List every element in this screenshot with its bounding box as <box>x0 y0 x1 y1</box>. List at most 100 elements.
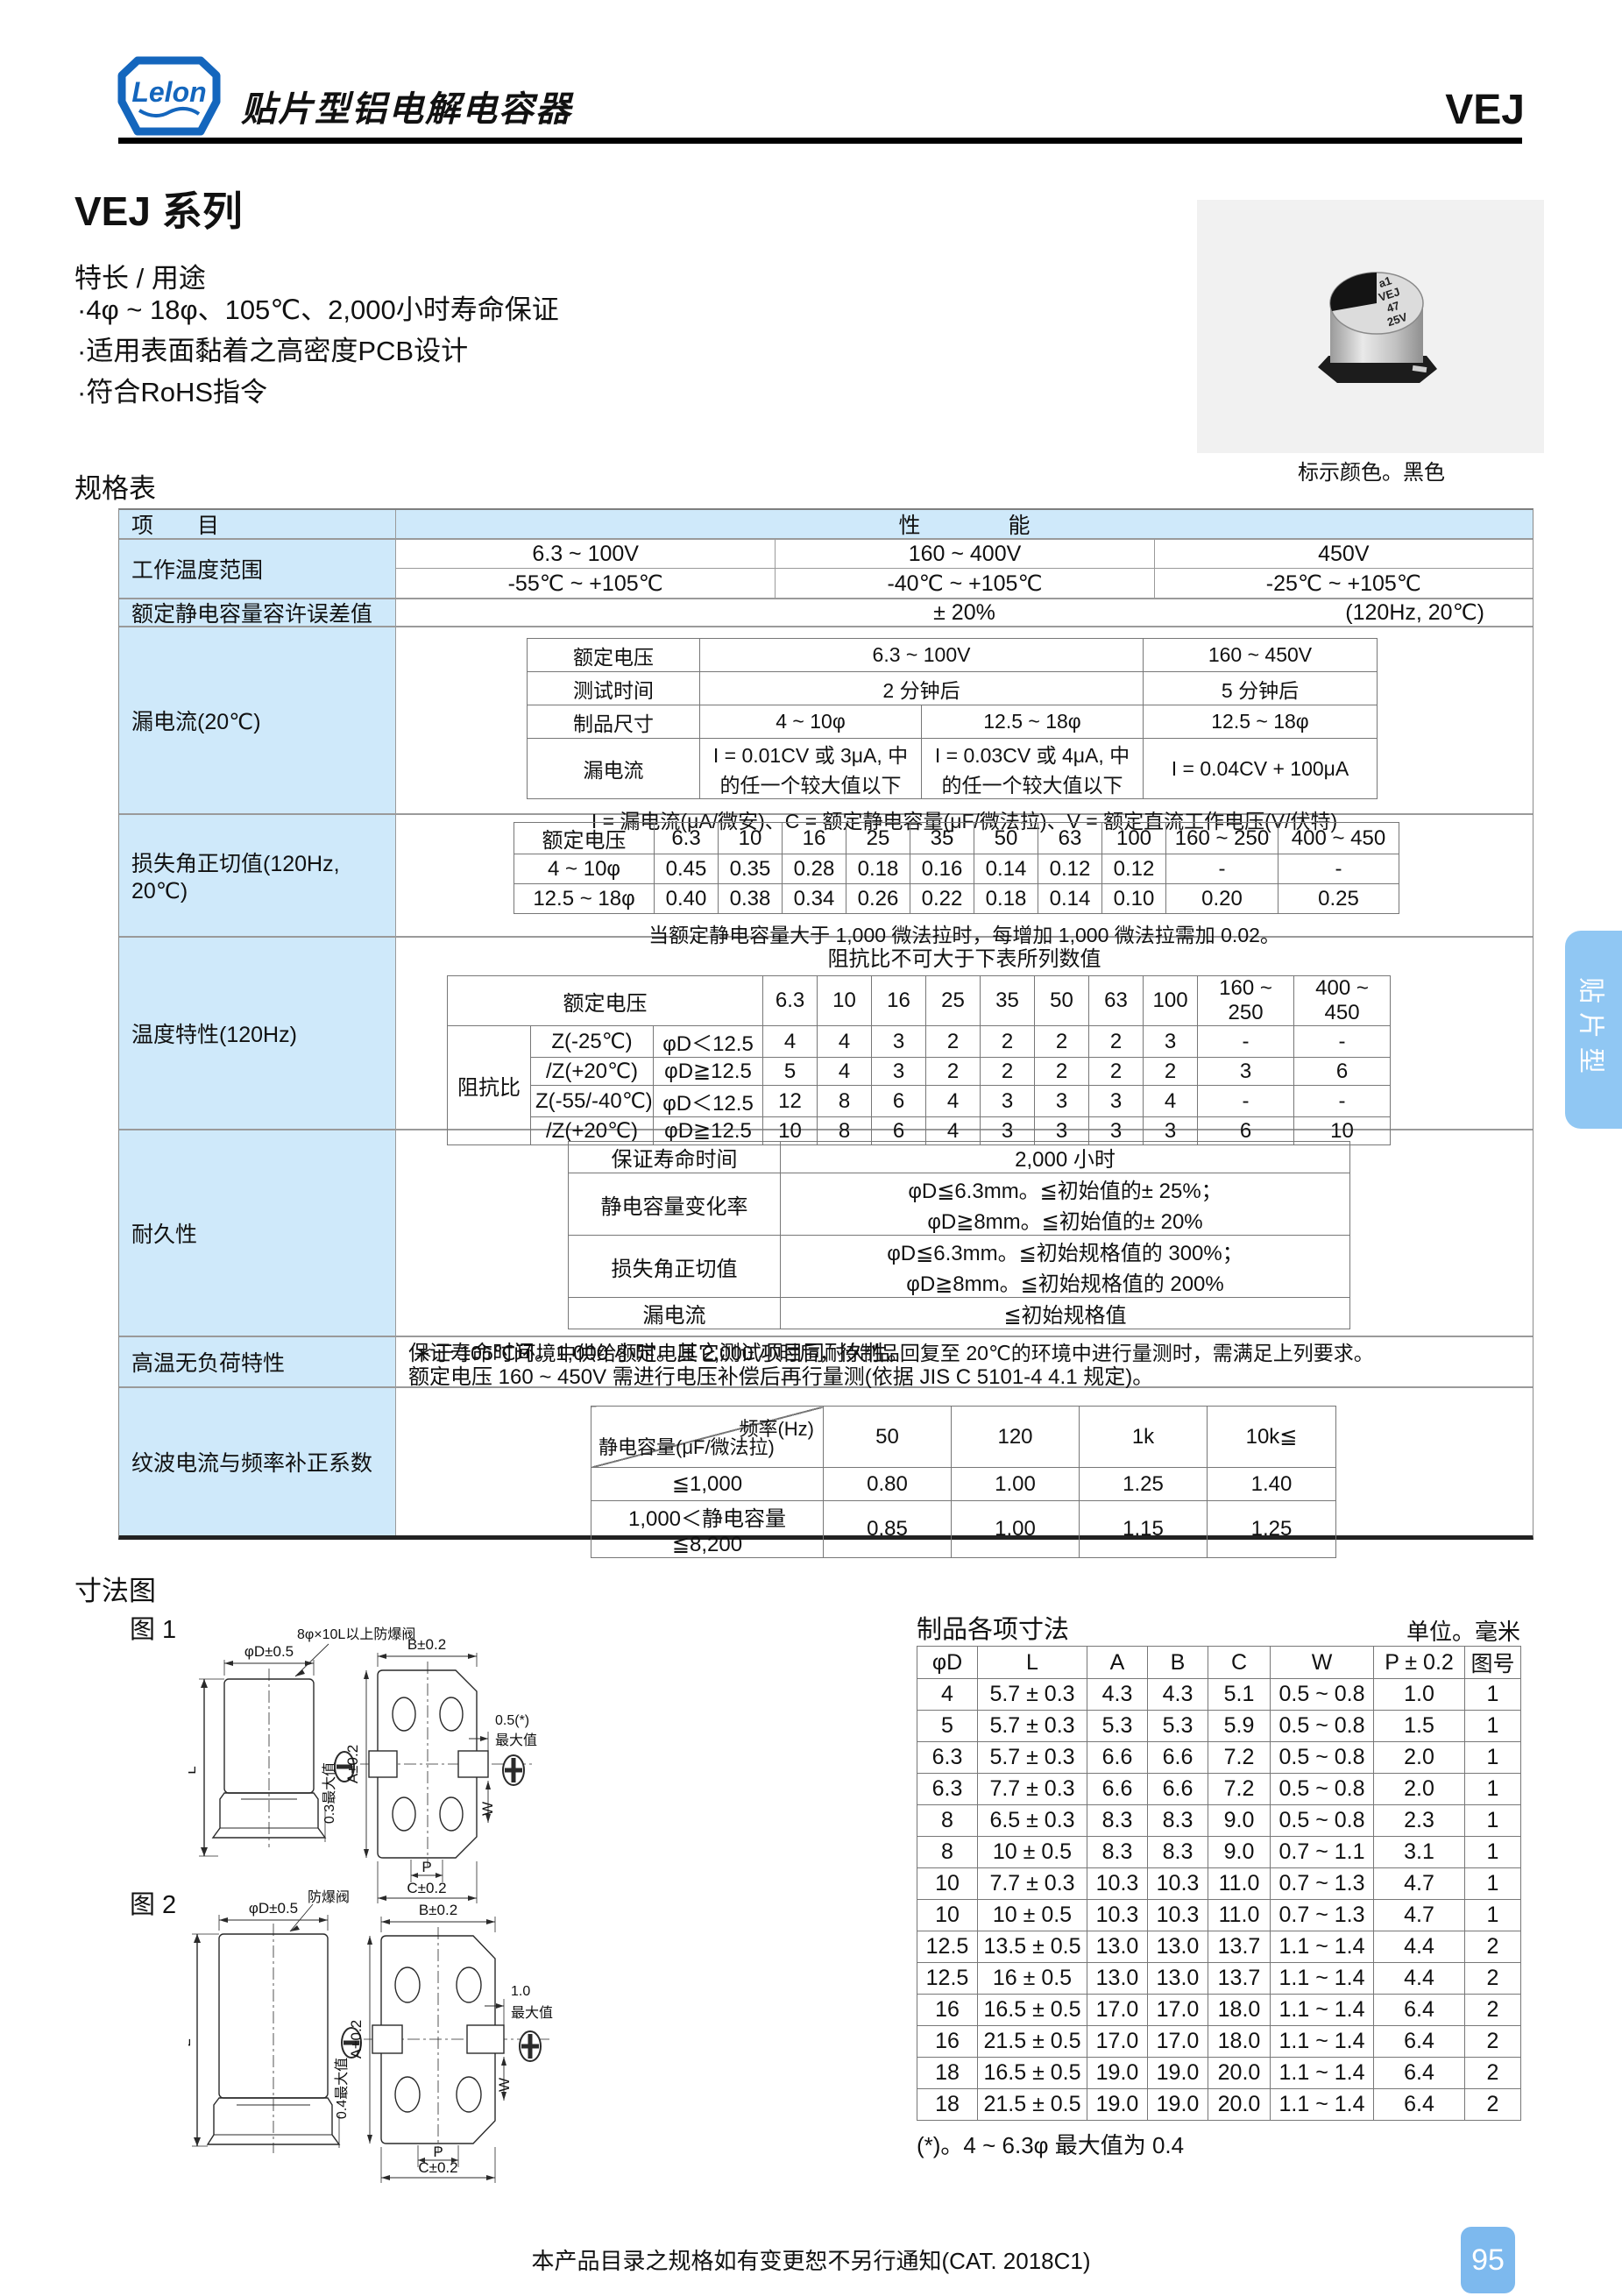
dim-cell: 10.3 <box>1087 1899 1148 1931</box>
dim-cell: 1 <box>1464 1741 1521 1774</box>
tc-value: 2 <box>1034 1025 1090 1058</box>
tc-header: 6.3 <box>762 975 818 1026</box>
endurance-table: 保证寿命时间 2,000 小时 静电容量变化率 φD≦6.3mm。≦初始值的± … <box>568 1141 1350 1329</box>
table-row: 16 16.5 ± 0.5 17.0 17.0 18.0 1.1 ~ 1.4 6.4 2 <box>917 1994 1521 2026</box>
endurance-line: φD≦6.3mm。≦初始值的± 25%； <box>908 1180 1222 1203</box>
dim-table: φD L A B C W P ± 0.2 图号 4 5.7 ± 0.3 4.3 4.3… <box>917 1646 1521 2121</box>
tc-value: 12 <box>762 1085 818 1117</box>
photo-caption: 标示颜色。黑色 <box>1298 461 1445 485</box>
dim-cell: 6.4 <box>1373 2088 1465 2121</box>
table-row: 12.5 16 ± 0.5 13.0 13.0 13.7 1.1 ~ 1.4 4.4 2 <box>917 1962 1521 1995</box>
row-label: 耐久性 <box>119 1130 396 1336</box>
document-title: 贴片型铝电解电容器 <box>241 90 572 129</box>
footer-notice: 本产品目录之规格如有变更恕不另行通知(CAT. 2018C1) <box>531 2248 1091 2274</box>
dim-cell: 2.3 <box>1373 1804 1465 1837</box>
feature-item: ·4φ ~ 18φ、105℃、2,000小时寿命保证 <box>77 294 559 325</box>
dimensions-title: 寸法图 <box>74 1576 156 1606</box>
figure2-drawing: L φD±0.5 防爆阀 0.4最大值 B±0.2 <box>188 1889 553 2183</box>
tan-header: 50 <box>974 822 1038 854</box>
fig2-dim-W: W <box>496 2078 513 2092</box>
leakage-header: 制品尺寸 <box>527 705 700 739</box>
tc-value: 3 <box>1197 1057 1295 1086</box>
dim-cell: 12.5 <box>917 1962 978 1995</box>
dim-cell: 0.7 ~ 1.1 <box>1270 1836 1374 1868</box>
tc-header: 10 <box>817 975 873 1026</box>
temp-range: -25℃ ~ +105℃ <box>1153 568 1533 598</box>
ripple-row-header: ≦1,000 <box>591 1467 824 1501</box>
dim-cell: 8 <box>917 1836 978 1868</box>
dim-cell: 8.3 <box>1087 1836 1148 1868</box>
dim-cell: 6.5 ± 0.3 <box>977 1804 1087 1837</box>
dim-cell: 16 <box>917 1994 978 2026</box>
fig2-dim-C: C±0.2 <box>418 2159 457 2176</box>
feature-item: ·符合RoHS指令 <box>77 377 268 407</box>
dim-cell: 10 <box>917 1899 978 1931</box>
temp-char-table: 额定电压 6.3 10 16 25 35 50 63 100 160 ~ 250… <box>446 975 1392 1145</box>
tc-value: - <box>1197 1085 1295 1117</box>
tan-value: 0.40 <box>654 883 719 914</box>
table-row: 12.5 13.5 ± 0.5 13.0 13.0 13.7 1.1 ~ 1.4 4.4 2 <box>917 1931 1521 1963</box>
tan-value: 0.10 <box>1101 883 1166 914</box>
dim-cell: 13.0 <box>1087 1931 1148 1963</box>
endurance-line: φD≦6.3mm。≦初始规格值的 300%； <box>887 1242 1243 1265</box>
dim-cell: 13.7 <box>1208 1962 1271 1995</box>
dim-cell: 1.0 <box>1373 1678 1465 1711</box>
tc-value: 8 <box>817 1116 873 1145</box>
tan-value: 0.35 <box>718 854 783 884</box>
dim-cell: 1 <box>1464 1678 1521 1711</box>
spec-row-temp-char: 温度特性(120Hz) 阻抗比不可大于下表所列数值 额定电压 6.3 10 16… <box>119 936 1533 1145</box>
tc-value: 2 <box>925 1025 981 1058</box>
spec-row-ripple: 纹波电流与频率补正系数 频率(Hz) 静电容量(μF/微法拉) 50 120 1… <box>119 1386 1533 1558</box>
dim-cell: 5.7 ± 0.3 <box>977 1710 1087 1742</box>
dim-cell: 10.3 <box>1087 1867 1148 1900</box>
endurance-header: 损失角正切值 <box>568 1235 781 1298</box>
tan-header: 16 <box>782 822 846 854</box>
cap-marking-line: 25V <box>1385 310 1409 330</box>
tc-value: 3 <box>871 1057 927 1086</box>
dim-cell: 4.3 <box>1087 1678 1148 1711</box>
logo-text: Lelon <box>131 76 206 108</box>
dim-header: W <box>1270 1646 1374 1679</box>
fig1-dim-A: A±0.2 <box>344 1745 361 1783</box>
leakage-cell: 5 分钟后 <box>1143 671 1378 705</box>
tc-value: 4 <box>1143 1085 1199 1117</box>
dim-cell: 1 <box>1464 1899 1521 1931</box>
dim-cell: 5.3 <box>1147 1710 1208 1742</box>
tan-header: 6.3 <box>654 822 719 854</box>
tan-value: 0.26 <box>846 883 910 914</box>
tc-value: 3 <box>1143 1116 1199 1145</box>
dim-cell: 13.7 <box>1208 1931 1271 1963</box>
dim-cell: 19.0 <box>1147 2088 1208 2121</box>
shelf-lines: 保证寿命时间。1,000 小时。其它测试项目同耐久性。 额定电压 160 ~ 4… <box>396 1337 1533 1389</box>
cap-marking-line: 47 <box>1385 299 1401 315</box>
series-code: VEJ <box>1445 87 1525 133</box>
shelf-line: 保证寿命时间。1,000 小时。其它测试项目同耐久性。 <box>408 1342 909 1365</box>
dim-cell: 4.7 <box>1373 1899 1465 1931</box>
tc-value: - <box>1293 1025 1392 1058</box>
temp-range: -55℃ ~ +105℃ <box>396 568 776 598</box>
dim-cell: 2 <box>1464 1931 1521 1963</box>
ripple-table: 频率(Hz) 静电容量(μF/微法拉) 50 120 1k 10k≦ ≦1,00… <box>591 1406 1336 1558</box>
dim-cell: 6.3 <box>917 1773 978 1805</box>
temp-voltage: 6.3 ~ 100V <box>532 541 639 566</box>
leakage-cell: 160 ~ 450V <box>1143 638 1378 672</box>
endurance-header: 静电容量变化率 <box>568 1173 781 1236</box>
ripple-value: 1.00 <box>951 1500 1080 1558</box>
tc-value: 6 <box>871 1085 927 1117</box>
tan-row-header: 12.5 ~ 18φ <box>514 883 655 914</box>
tan-value: 0.34 <box>782 883 846 914</box>
dim-cell: 7.2 <box>1208 1773 1271 1805</box>
tc-value: 10 <box>762 1116 818 1145</box>
dim-cell: 1.1 ~ 1.4 <box>1270 1994 1374 2026</box>
ripple-freq: 120 <box>951 1406 1080 1468</box>
ripple-diagonal-cell: 频率(Hz) 静电容量(μF/微法拉) <box>591 1406 824 1468</box>
dim-cell: 11.0 <box>1208 1867 1271 1900</box>
dim-cell: 6.6 <box>1147 1773 1208 1805</box>
dim-cell: 10.3 <box>1147 1867 1208 1900</box>
dim-cell: 10 ± 0.5 <box>977 1836 1087 1868</box>
dim-cell: 2.0 <box>1373 1741 1465 1774</box>
fig2-gap-maxlabel: 最大值 <box>511 2005 553 2021</box>
dim-cell: 5.7 ± 0.3 <box>977 1741 1087 1774</box>
fig2-seat-label: 0.4最大值 <box>334 2058 350 2119</box>
tc-value: 3 <box>980 1085 1036 1117</box>
